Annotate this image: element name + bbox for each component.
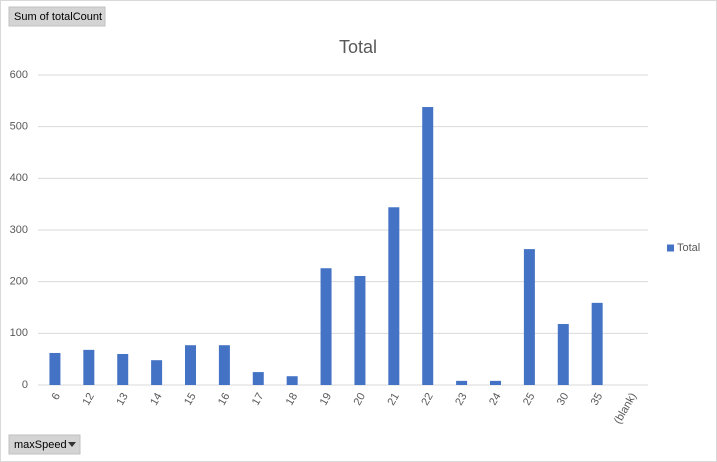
bar xyxy=(252,372,264,385)
x-tick-label: 15 xyxy=(182,391,199,408)
button-bg xyxy=(8,6,106,27)
legend-swatch xyxy=(667,244,674,252)
bar xyxy=(49,352,61,385)
bar xyxy=(83,349,95,385)
bar xyxy=(320,268,332,385)
bar xyxy=(591,302,603,385)
x-tick-label: 24 xyxy=(487,391,504,408)
dropdown-arrow xyxy=(68,442,76,447)
y-tick-label: 400 xyxy=(10,172,28,184)
x-tick-label: 12 xyxy=(80,391,97,408)
y-tick-label: 300 xyxy=(10,224,28,236)
y-tick-label: 600 xyxy=(10,69,28,81)
bar xyxy=(422,107,434,386)
y-tick-label: 0 xyxy=(22,379,28,391)
bar xyxy=(286,376,298,385)
bar xyxy=(388,207,400,385)
button-label: Sum of totalCount xyxy=(14,11,102,23)
x-tick-label: 22 xyxy=(419,391,436,408)
legend-label: Total xyxy=(677,242,700,254)
x-tick-label: 16 xyxy=(216,391,233,408)
bar xyxy=(151,360,163,385)
chart-title: Total xyxy=(339,37,377,57)
x-tick-label: 18 xyxy=(284,391,301,408)
axis-field-button[interactable]: maxSpeed xyxy=(8,434,81,455)
bar xyxy=(185,345,196,385)
x-tick-label: 25 xyxy=(521,391,538,408)
button-label: maxSpeed xyxy=(14,439,67,451)
x-tick-label: 13 xyxy=(114,391,131,408)
x-tick-label: 17 xyxy=(250,391,267,408)
bar xyxy=(354,275,366,385)
bar xyxy=(490,380,501,385)
x-tick-label: 23 xyxy=(453,391,470,408)
x-tick-label: 19 xyxy=(318,391,335,408)
bar xyxy=(557,324,569,385)
bar xyxy=(523,249,535,385)
y-tick-label: 500 xyxy=(10,121,28,133)
x-tick-label: 6 xyxy=(50,391,63,402)
y-tick-label: 200 xyxy=(10,276,28,288)
bar xyxy=(218,345,230,385)
y-tick-label: 100 xyxy=(10,327,28,339)
x-tick-label: 14 xyxy=(148,391,165,408)
x-tick-label: 30 xyxy=(555,391,572,408)
bar xyxy=(456,380,468,385)
x-tick-label: 20 xyxy=(352,391,369,408)
bar xyxy=(117,354,129,385)
button-bg xyxy=(8,434,81,455)
value-field-button[interactable]: Sum of totalCount xyxy=(8,6,106,27)
x-tick-label: 21 xyxy=(385,391,402,408)
x-tick-label: 35 xyxy=(589,391,606,408)
